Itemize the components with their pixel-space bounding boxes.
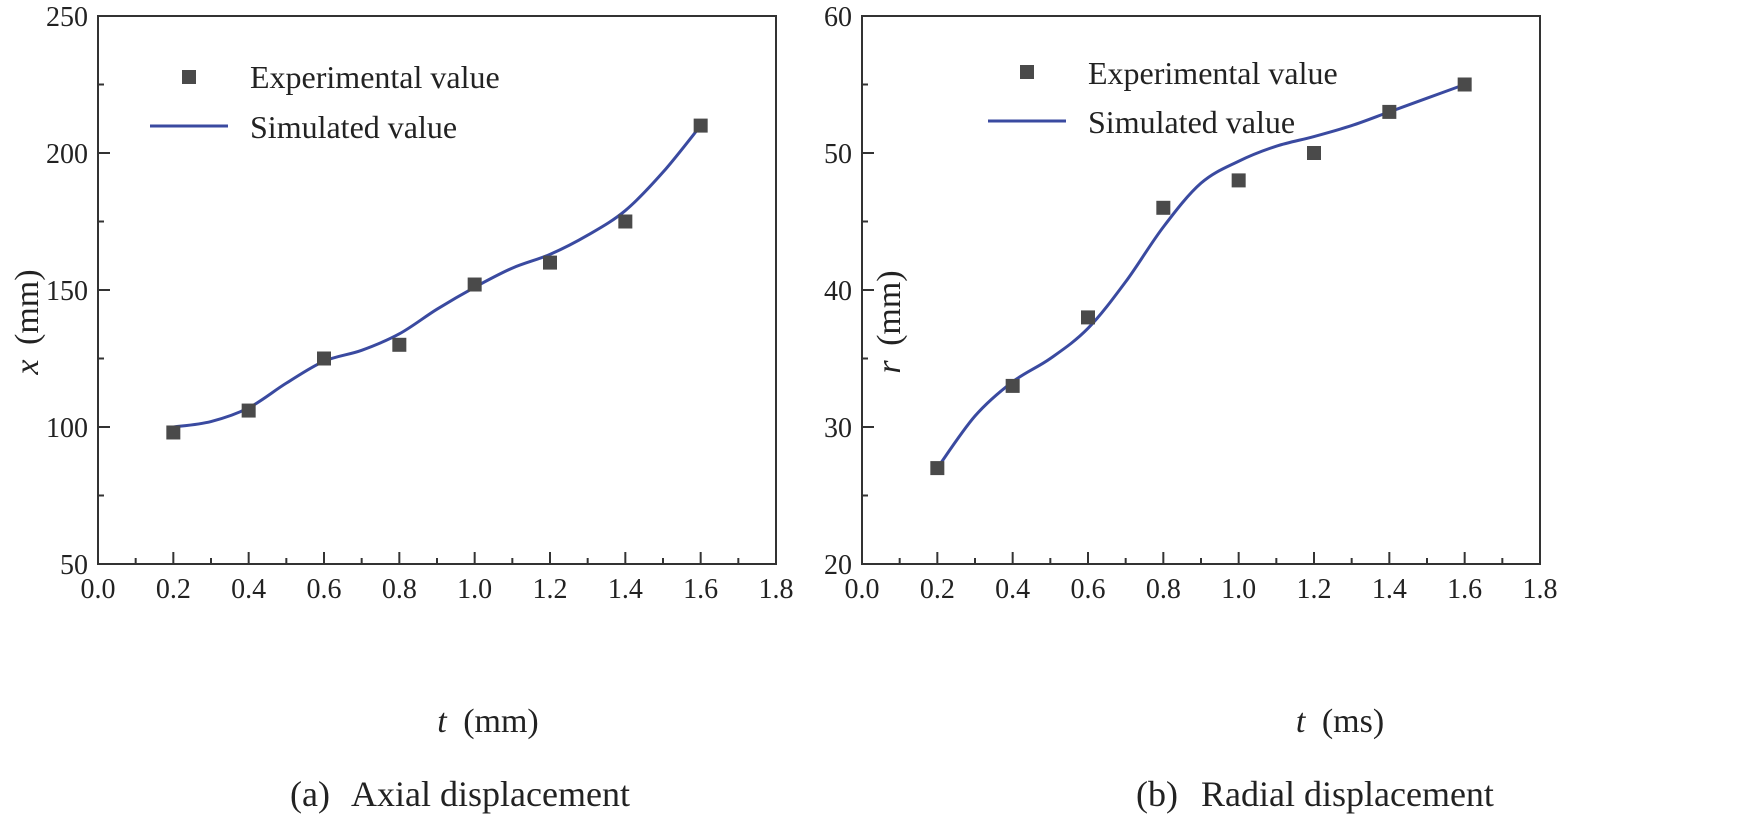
panel-b-caption-label: (b) (1136, 774, 1178, 814)
x-tick-label: 0.8 (382, 574, 417, 605)
panel-a-y-axis-var: x (9, 359, 46, 375)
legend-label-experimental: Experimental value (1088, 55, 1338, 91)
panel-b-x-tick-labels: 0.0 0.2 0.4 0.6 0.8 1.0 1.2 1.4 1.6 1.8 (845, 574, 1558, 605)
x-tick-label: 0.0 (845, 574, 880, 605)
experimental-value-point (1005, 378, 1020, 393)
panel-b-x-axis-unit: (ms) (1322, 703, 1384, 740)
x-tick-label: 0.4 (231, 574, 266, 605)
panel-b-ticks (861, 15, 1541, 565)
legend-label-experimental: Experimental value (250, 59, 500, 95)
x-tick-label: 0.8 (1146, 574, 1181, 605)
experimental-value-point (241, 403, 256, 418)
panel-a-legend: Experimental value Simulated value (150, 59, 500, 145)
x-tick-label: 1.8 (1523, 574, 1558, 605)
panel-a-caption-label: (a) (290, 774, 330, 814)
panel-b-caption-text: Radial displacement (1201, 774, 1494, 814)
y-tick-label: 50 (824, 139, 852, 170)
panel-a-caption-text: Axial displacement (351, 774, 630, 814)
experimental-value-point (618, 214, 633, 229)
experimental-value-point (693, 118, 708, 133)
legend-label-simulated: Simulated value (250, 109, 457, 145)
x-tick-label: 1.4 (1372, 574, 1407, 605)
experimental-value-point (317, 351, 331, 366)
x-tick-label: 1.2 (1297, 574, 1332, 605)
y-tick-label: 50 (60, 550, 88, 581)
x-tick-label: 0.6 (307, 574, 342, 605)
panel-a-x-axis-var: t (437, 703, 448, 740)
experimental-value-point (1081, 310, 1095, 325)
panel-b-caption: (b) Radial displacement (1136, 774, 1494, 814)
y-tick-label: 60 (824, 2, 852, 33)
panel-b-legend: Experimental value Simulated value (988, 55, 1338, 140)
y-tick-label: 40 (824, 276, 852, 307)
x-tick-label: 0.4 (995, 574, 1030, 605)
panel-a-plot-frame (97, 15, 777, 565)
panel-b-plot-frame (861, 15, 1541, 565)
x-tick-label: 1.6 (683, 574, 718, 605)
panel-b-x-axis-var: t (1296, 703, 1307, 740)
panel-a-chart: 0.0 0.2 0.4 0.6 0.8 1.0 1.2 1.4 1.6 1.8 50 100 150 2… (9, 2, 794, 814)
panel-a-series (166, 118, 708, 440)
x-tick-label: 1.0 (457, 574, 492, 605)
experimental-value-point (166, 425, 181, 440)
panel-a-x-tick-labels: 0.0 0.2 0.4 0.6 0.8 1.0 1.2 1.4 1.6 1.8 (81, 574, 794, 605)
x-tick-label: 1.6 (1447, 574, 1482, 605)
panel-a-x-axis-title: t (mm) (437, 703, 539, 740)
experimental-value-point (543, 255, 557, 270)
panel-b-y-axis-unit: (mm) (871, 270, 908, 346)
panel-b-y-axis-title: r (mm) (871, 270, 908, 373)
experimental-value-point (1231, 173, 1246, 188)
panel-b-y-tick-labels: 20 30 40 50 60 (824, 2, 852, 581)
x-tick-label: 1.4 (608, 574, 643, 605)
experimental-value-point (1156, 200, 1171, 215)
x-tick-label: 1.2 (533, 574, 568, 605)
panel-b-chart: 0.0 0.2 0.4 0.6 0.8 1.0 1.2 1.4 1.6 1.8 20 30 40 50 6… (824, 2, 1558, 814)
legend-label-simulated: Simulated value (1088, 104, 1295, 140)
y-tick-label: 150 (46, 276, 88, 307)
panel-a-caption: (a) Axial displacement (290, 774, 630, 814)
experimental-value-point (467, 277, 482, 292)
y-tick-label: 200 (46, 139, 88, 170)
panel-a-x-axis-unit: (mm) (463, 703, 539, 740)
panel-a-y-axis-title: x (mm) (9, 269, 46, 375)
legend-marker-experimental (182, 70, 196, 84)
simulated-value-line (936, 83, 1466, 469)
y-tick-label: 30 (824, 413, 852, 444)
experimental-value-point (1382, 104, 1397, 119)
experimental-value-point (1457, 77, 1472, 92)
x-tick-label: 0.2 (156, 574, 191, 605)
experimental-value-point (1307, 146, 1321, 160)
panel-a-ticks (97, 15, 777, 565)
x-tick-label: 1.0 (1221, 574, 1256, 605)
y-tick-label: 20 (824, 550, 852, 581)
x-tick-label: 1.8 (759, 574, 794, 605)
panel-b-series (930, 77, 1472, 476)
legend-marker-experimental (1020, 65, 1034, 79)
experimental-value-point (930, 461, 945, 476)
simulated-value-line (173, 124, 702, 429)
x-tick-label: 0.2 (920, 574, 955, 605)
x-tick-label: 0.6 (1071, 574, 1106, 605)
panel-b-x-axis-title: t (ms) (1296, 703, 1384, 740)
experimental-value-point (392, 337, 407, 352)
x-tick-label: 0.0 (81, 574, 116, 605)
panel-b-y-axis-var: r (871, 360, 908, 374)
panel-a-y-axis-unit: (mm) (9, 269, 46, 345)
panel-a-y-tick-labels: 50 100 150 200 250 (46, 2, 88, 581)
y-tick-label: 250 (46, 2, 88, 33)
y-tick-label: 100 (46, 413, 88, 444)
